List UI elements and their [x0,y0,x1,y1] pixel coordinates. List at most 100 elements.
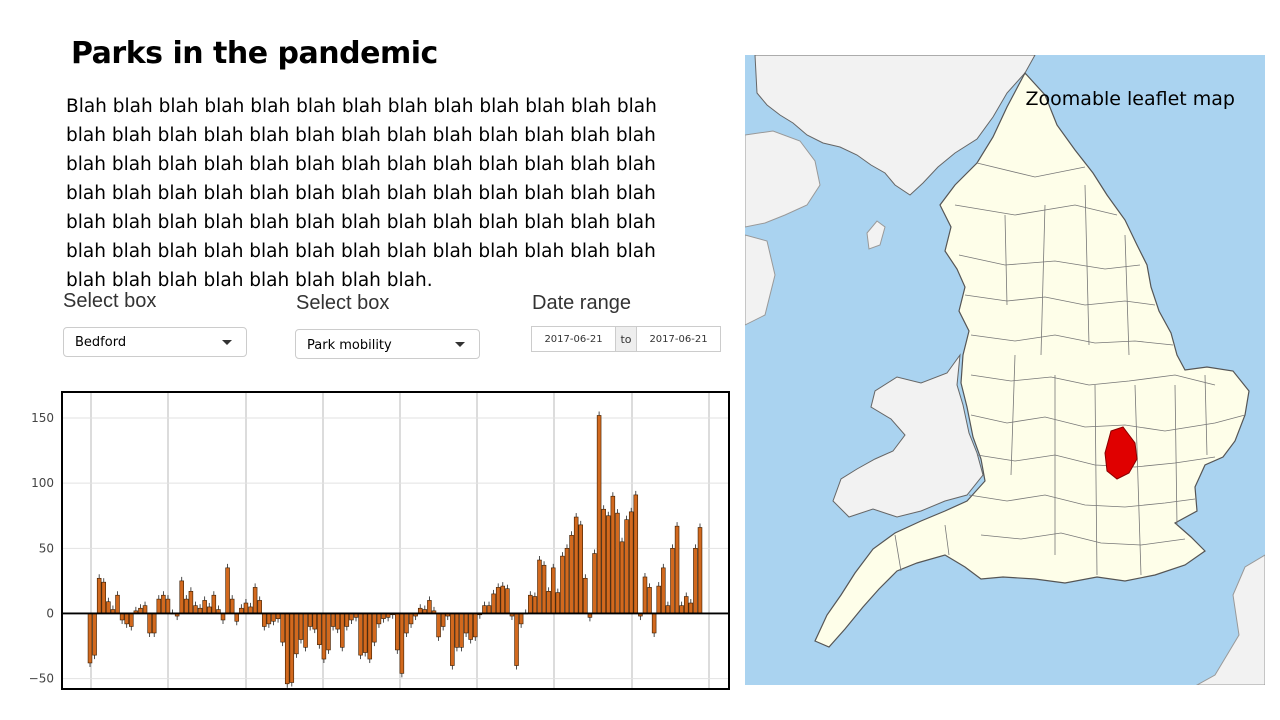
chart-bar [528,594,533,614]
chart-bar [193,605,198,614]
chart-bar [101,581,107,614]
plot-frame [61,391,730,690]
chart-bar [670,548,675,614]
chart-bar [252,587,258,614]
chart-bar [335,613,340,630]
chart-bar [340,613,345,648]
chart-bar [151,613,157,634]
chart-bar [271,613,276,622]
chart-bar [537,559,542,614]
chart-bar [427,600,432,614]
date-start-input[interactable]: 2017-06-21 [531,326,616,352]
chart-bar [569,534,574,614]
chart-bar [358,613,363,656]
france-landmass [1195,554,1265,685]
intro-paragraph: Blah blah blah blah blah blah blah blah … [66,96,657,291]
chart-bar [119,613,125,621]
date-range-separator: to [616,326,636,352]
chart-bar [87,613,93,664]
chart-bar [693,548,698,614]
chart-bar [280,613,285,643]
chart-bar [321,613,327,660]
chart-bar [372,613,377,643]
chart-bar [129,613,134,627]
chart-bar [491,593,496,614]
chart-bar [115,594,120,614]
chart-bar [289,613,295,683]
metric-select-value: Park mobility [307,338,392,353]
chart-bar [647,587,652,614]
chart-bar [482,605,487,614]
chart-bar [546,591,551,614]
chart-bar [124,613,129,625]
chart-bar [229,598,235,614]
chart-bar [344,613,350,627]
chart-bar [679,605,684,614]
y-tick-label: −50 [29,672,54,686]
chart-bar [560,555,565,614]
chart-bar [610,495,616,614]
chart-bar [317,613,322,646]
chart-bar [697,527,703,614]
area-select-value: Bedford [75,335,127,350]
chevron-down-icon [455,342,465,347]
chart-bar [408,613,414,625]
chart-bar [179,580,184,614]
chart-bar [463,613,469,634]
chart-bar [661,567,666,614]
chart-bar [349,613,354,621]
england-landmass [814,71,1250,648]
chart-bar [106,601,111,614]
area-select[interactable]: Bedford [63,327,247,357]
chart-bar [96,577,102,614]
chart-bar [220,613,226,621]
england-map [745,55,1265,685]
chart-bar [541,564,547,614]
chart-bar [633,494,639,614]
chart-bar [532,596,538,614]
chart-bar [376,613,382,625]
chart-bar [257,600,262,614]
chart-bar [294,613,299,655]
chart-bar [688,602,694,614]
chart-bar [440,613,446,627]
chart-bar [307,613,313,627]
chart-bar [514,613,519,666]
chart-bar [486,605,492,614]
chart-bar [683,596,689,614]
chart-bar [395,613,400,651]
metric-select[interactable]: Park mobility [295,329,480,359]
chart-bar [505,588,510,614]
chart-bar [651,613,657,634]
chart-bar [298,613,304,640]
date-range-label: Date range [532,292,631,314]
date-range-input: 2017-06-21 to 2017-06-21 [531,326,721,352]
chart-bar [555,592,561,614]
chart-bar [303,613,308,648]
chart-bar [206,606,212,614]
chart-bar [234,613,240,622]
leaflet-map[interactable]: Zoomable leaflet map [745,55,1265,685]
date-end-input[interactable]: 2017-06-21 [636,326,721,352]
chart-bar [615,512,620,614]
chevron-down-icon [222,340,232,345]
chart-bar [404,613,409,634]
chart-bar [450,613,455,666]
chart-bar [656,585,661,614]
chart-bar [362,613,368,653]
chart-bar [262,613,267,627]
chart-bar [454,613,460,648]
select-1-label: Select box [63,290,157,312]
chart-bar [473,613,478,638]
chart-bar [156,598,162,614]
chart-bar [550,567,556,614]
chart-bar [202,600,207,614]
chart-bar [243,602,249,614]
chart-bar [284,613,290,685]
chart-bar [184,598,189,614]
chart-bar [573,516,579,614]
chart-bar [518,613,524,625]
chart-bar [436,613,441,638]
chart-bar [147,613,152,634]
chart-bar [330,613,336,627]
